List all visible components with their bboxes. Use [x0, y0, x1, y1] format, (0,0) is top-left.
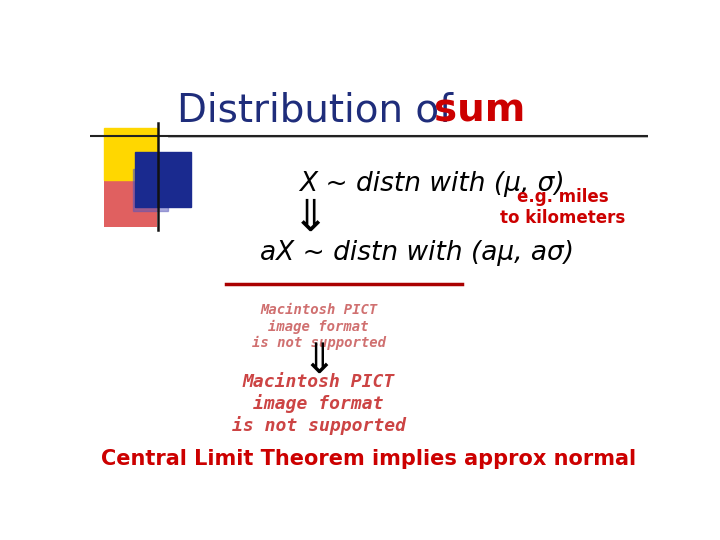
FancyBboxPatch shape: [104, 174, 157, 226]
Text: X ~ distn with (μ, σ): X ~ distn with (μ, σ): [300, 171, 565, 197]
Text: ⇓: ⇓: [292, 197, 330, 240]
Text: Macintosh PICT
image format
is not supported: Macintosh PICT image format is not suppo…: [232, 373, 405, 435]
Text: Macintosh PICT
image format
is not supported: Macintosh PICT image format is not suppo…: [251, 303, 386, 350]
Bar: [135, 152, 191, 207]
Text: Central Limit Theorem implies approx normal: Central Limit Theorem implies approx nor…: [102, 449, 636, 469]
Text: Distribution of: Distribution of: [177, 92, 465, 130]
Bar: [132, 168, 168, 211]
Bar: [104, 128, 157, 180]
Text: aX ~ distn with (aμ, aσ): aX ~ distn with (aμ, aσ): [261, 240, 575, 266]
Text: sum: sum: [434, 92, 526, 130]
Text: e.g. miles
to kilometers: e.g. miles to kilometers: [500, 188, 626, 227]
Text: ⇓: ⇓: [301, 340, 336, 382]
